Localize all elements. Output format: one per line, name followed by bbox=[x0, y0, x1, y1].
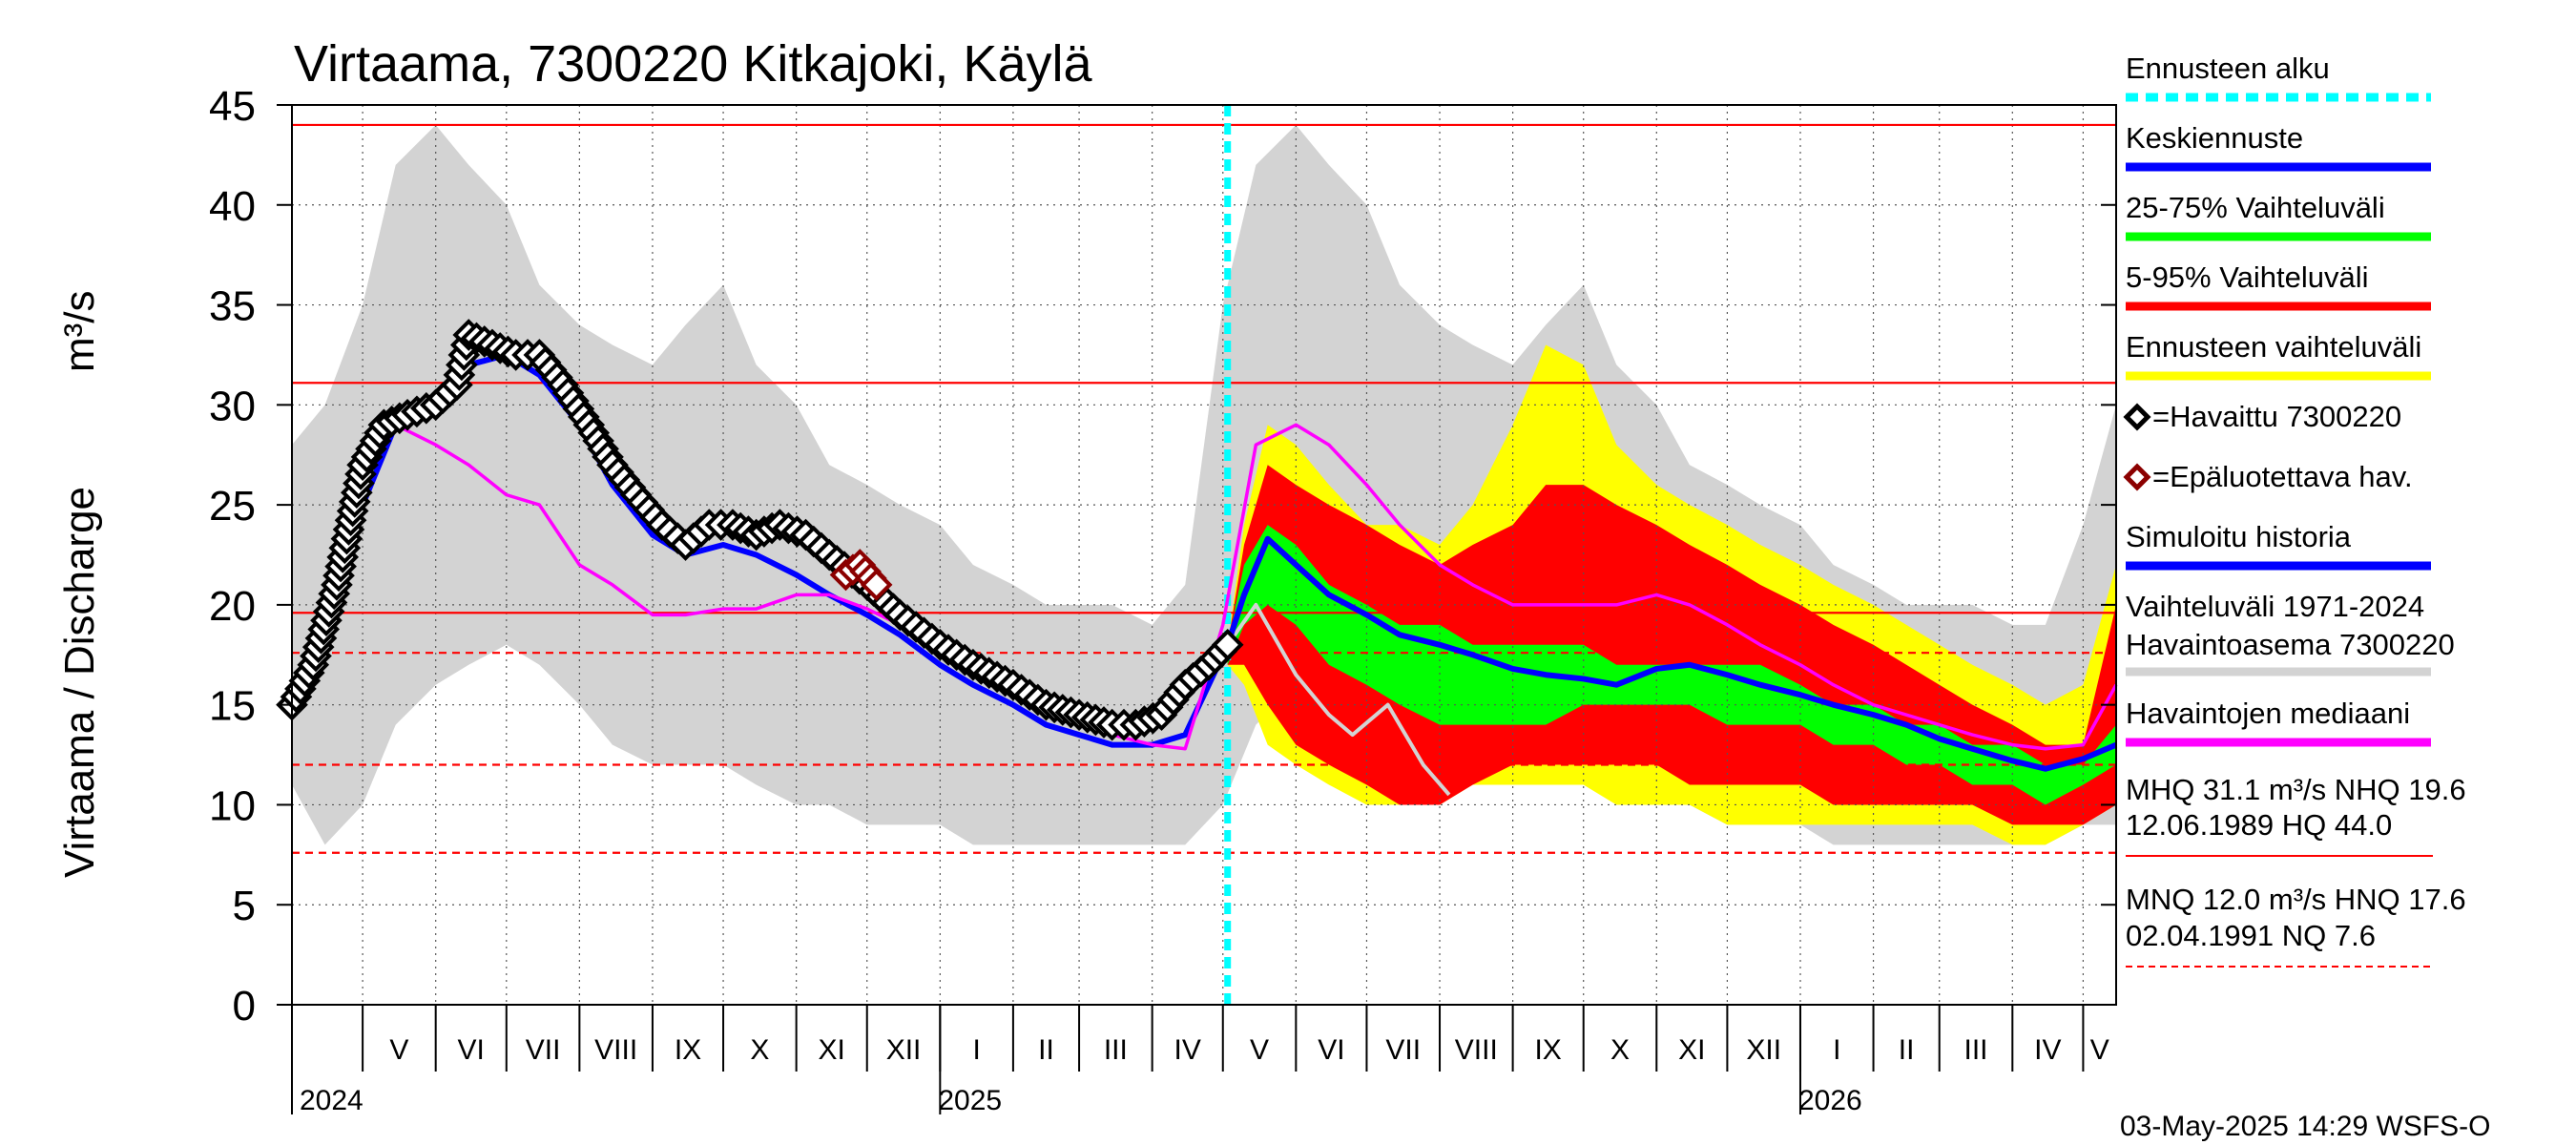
legend-diamond bbox=[2123, 463, 2151, 491]
month-label: IV bbox=[1174, 1034, 1201, 1066]
y-tick-label: 35 bbox=[209, 283, 256, 330]
month-label: VI bbox=[1318, 1034, 1344, 1066]
legend-label: Vaihteluväli 1971-2024 bbox=[2126, 590, 2424, 623]
year-label: 2024 bbox=[300, 1085, 364, 1116]
month-label: IV bbox=[2034, 1034, 2061, 1066]
month-label: VIII bbox=[1455, 1034, 1498, 1066]
month-label: I bbox=[1833, 1034, 1840, 1066]
y-tick-label: 20 bbox=[209, 583, 256, 630]
y-tick-label: 30 bbox=[209, 383, 256, 429]
observation-markers bbox=[276, 319, 1244, 741]
series-havaintojen-mediaani bbox=[290, 423, 2118, 751]
month-label: IX bbox=[675, 1034, 701, 1066]
month-label: II bbox=[1038, 1034, 1054, 1066]
month-label: VII bbox=[1385, 1034, 1421, 1066]
y-tick-label: 10 bbox=[209, 782, 256, 829]
y-tick-label: 15 bbox=[209, 683, 256, 730]
chart-title: Virtaama, 7300220 Kitkajoki, Käylä bbox=[294, 35, 1092, 93]
y-tick-label: 40 bbox=[209, 183, 256, 230]
month-label: X bbox=[750, 1034, 769, 1066]
y-axis-label: Virtaama / Discharge bbox=[56, 487, 103, 878]
month-label: VIII bbox=[594, 1034, 637, 1066]
reference-lines bbox=[292, 105, 2116, 1005]
legend-label: Keskiennuste bbox=[2126, 121, 2303, 155]
month-label: III bbox=[1104, 1034, 1128, 1066]
y-tick-label: 5 bbox=[233, 883, 256, 929]
year-label: 2025 bbox=[938, 1085, 1002, 1116]
legend-label: =Epäluotettava hav. bbox=[2152, 460, 2413, 493]
month-label: VII bbox=[526, 1034, 561, 1066]
month-label: II bbox=[1899, 1034, 1915, 1066]
legend-label: Havaintoasema 7300220 bbox=[2126, 628, 2455, 661]
month-label: X bbox=[1610, 1034, 1630, 1066]
stat-low-line1: MNQ 12.0 m³/s HNQ 17.6 bbox=[2126, 883, 2466, 916]
grid-lines bbox=[292, 104, 2116, 1006]
legend-label: Havaintojen mediaani bbox=[2126, 697, 2410, 730]
stat-high-line2: 12.06.1989 HQ 44.0 bbox=[2126, 808, 2392, 842]
statistics: MHQ 31.1 m³/s NHQ 19.612.06.1989 HQ 44.0… bbox=[2126, 773, 2466, 968]
legend-label: 25-75% Vaihteluväli bbox=[2126, 191, 2385, 224]
series-vaihteluv-li-1971-2024-havaintoasema-7300220 bbox=[1226, 602, 1451, 797]
month-label: VI bbox=[458, 1034, 485, 1066]
legend-label: Ennusteen alku bbox=[2126, 52, 2330, 85]
month-label: V bbox=[389, 1034, 408, 1066]
month-label: V bbox=[1250, 1034, 1269, 1066]
stat-low-line2: 02.04.1991 NQ 7.6 bbox=[2126, 919, 2376, 952]
legend-label: Simuloitu historia bbox=[2126, 520, 2352, 553]
timestamp-footer: 03-May-2025 14:29 WSFS-O bbox=[2120, 1111, 2491, 1142]
month-label: IX bbox=[1534, 1034, 1561, 1066]
month-label: V bbox=[2090, 1034, 2109, 1066]
legend-label: =Havaittu 7300220 bbox=[2152, 400, 2401, 433]
month-label: XII bbox=[886, 1034, 922, 1066]
month-label: XI bbox=[1678, 1034, 1705, 1066]
y-tick-label: 0 bbox=[233, 983, 256, 1030]
month-label: XI bbox=[819, 1034, 845, 1066]
stat-high-line1: MHQ 31.1 m³/s NHQ 19.6 bbox=[2126, 773, 2466, 806]
legend-diamond bbox=[2123, 403, 2151, 431]
month-label: I bbox=[972, 1034, 980, 1066]
legend: Ennusteen alku Keskiennuste 25-75% Vaihtel… bbox=[2123, 52, 2455, 747]
legend-label: Ennusteen vaihteluväli bbox=[2126, 330, 2421, 364]
unreliable-observed-point bbox=[860, 569, 893, 601]
y-tick-label: 25 bbox=[209, 483, 256, 530]
series-keskiennuste bbox=[1224, 535, 2118, 772]
month-label: XII bbox=[1746, 1034, 1781, 1066]
y-tick-label: 45 bbox=[209, 83, 256, 130]
y-axis-unit: m³/s bbox=[56, 290, 103, 372]
legend-label: 5-95% Vaihteluväli bbox=[2126, 260, 2368, 294]
observed-point bbox=[1211, 628, 1244, 661]
year-label: 2026 bbox=[1798, 1085, 1862, 1116]
month-label: III bbox=[1964, 1034, 1988, 1066]
plot-frame bbox=[291, 104, 2117, 1006]
